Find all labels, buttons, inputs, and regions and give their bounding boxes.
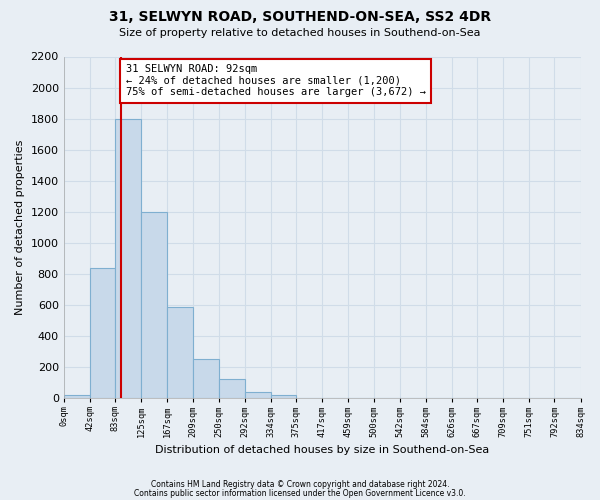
Y-axis label: Number of detached properties: Number of detached properties <box>15 140 25 315</box>
X-axis label: Distribution of detached houses by size in Southend-on-Sea: Distribution of detached houses by size … <box>155 445 489 455</box>
Bar <box>271 395 296 398</box>
Text: 31, SELWYN ROAD, SOUTHEND-ON-SEA, SS2 4DR: 31, SELWYN ROAD, SOUTHEND-ON-SEA, SS2 4D… <box>109 10 491 24</box>
Bar <box>115 118 141 398</box>
Bar <box>193 358 218 398</box>
Bar <box>167 306 193 398</box>
Bar <box>89 268 115 398</box>
Text: Contains public sector information licensed under the Open Government Licence v3: Contains public sector information licen… <box>134 488 466 498</box>
Text: Size of property relative to detached houses in Southend-on-Sea: Size of property relative to detached ho… <box>119 28 481 38</box>
Text: Contains HM Land Registry data © Crown copyright and database right 2024.: Contains HM Land Registry data © Crown c… <box>151 480 449 489</box>
Bar <box>245 392 271 398</box>
Text: 31 SELWYN ROAD: 92sqm
← 24% of detached houses are smaller (1,200)
75% of semi-d: 31 SELWYN ROAD: 92sqm ← 24% of detached … <box>125 64 425 98</box>
Bar <box>218 379 245 398</box>
Bar <box>141 212 167 398</box>
Bar <box>64 395 89 398</box>
